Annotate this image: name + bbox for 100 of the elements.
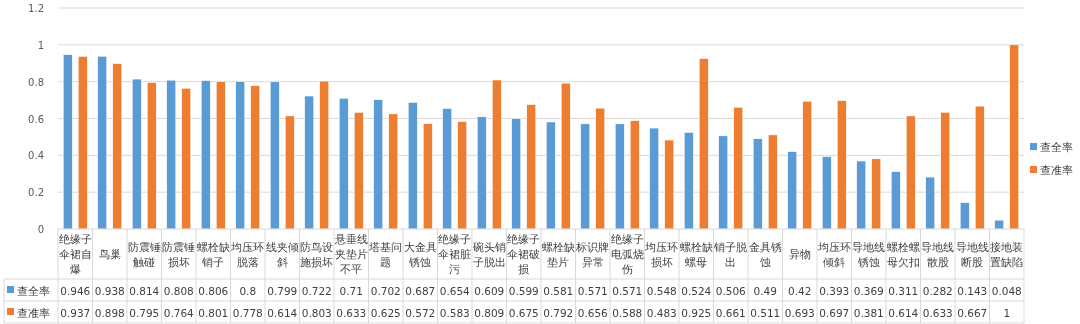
data-label: 0.938 (94, 284, 125, 297)
data-label: 0.925 (681, 306, 712, 319)
bar (216, 81, 226, 230)
data-label: 0.799 (267, 284, 298, 297)
data-label: 0.71 (339, 284, 363, 297)
bar (891, 171, 901, 230)
data-label: 0.803 (301, 306, 332, 319)
data-label: 0.614 (888, 306, 919, 319)
bar (718, 135, 728, 230)
bar (201, 80, 211, 230)
bar (595, 107, 605, 230)
data-label: 0.048 (991, 284, 1022, 297)
data-label: 0.625 (370, 306, 401, 319)
bar (630, 120, 640, 230)
y-tick-label: 0.4 (28, 150, 44, 162)
x-tick-label: 均压环损坏 (644, 240, 679, 268)
bar (270, 81, 280, 230)
x-tick-label: 悬垂线夹垫片不平 (333, 233, 368, 275)
x-tick-label: 螺栓缺垫片 (541, 240, 575, 268)
x-tick-label: 绝缘子电弧烧伤 (610, 233, 644, 275)
y-tick-label: 0.2 (28, 187, 44, 199)
x-tick-label: 螺栓缺销子 (196, 240, 230, 268)
x-tick-label: 大金具锈蚀 (403, 240, 437, 268)
data-label: 0.795 (129, 306, 160, 319)
data-label: 0.806 (198, 284, 229, 297)
data-label: 0.675 (508, 306, 539, 319)
bar (78, 56, 88, 230)
x-tick-label: 螺栓缺螺母 (679, 240, 713, 268)
bar (181, 88, 191, 230)
bar (940, 112, 950, 230)
bar (1009, 44, 1019, 230)
y-tick-label: 0.6 (28, 113, 44, 125)
bar (112, 63, 122, 230)
x-tick-label: 销子脱出 (713, 240, 748, 268)
x-tick-label: 防震锤触碰 (127, 240, 161, 268)
bar (339, 97, 349, 230)
bar (837, 100, 847, 230)
bar (408, 102, 418, 230)
y-tick-label: 0 (37, 224, 44, 235)
bar (457, 121, 467, 230)
bar (856, 160, 866, 230)
data-label: 0.633 (922, 306, 953, 319)
bar (960, 202, 970, 230)
x-tick-label: 线夹倾斜 (265, 240, 299, 268)
x-tick-label: 标识牌异常 (575, 240, 610, 268)
bar (526, 104, 536, 230)
bar (63, 54, 73, 230)
bar (423, 123, 433, 230)
x-tick-label: 绝缘子伞裙脏污 (438, 233, 472, 275)
bar (354, 112, 364, 230)
x-tick-label: 异物 (788, 248, 811, 260)
bar (684, 132, 694, 230)
bar (822, 156, 832, 230)
legend-label: 查全率 (1040, 141, 1073, 154)
x-tick-label: 碗头销子脱出 (472, 240, 506, 268)
bar (802, 101, 812, 230)
bar (733, 107, 743, 230)
data-label: 0.809 (474, 306, 505, 319)
x-tick-label: 接地装置缺陷 (990, 240, 1024, 268)
legend-label: 查准率 (1040, 164, 1073, 177)
bar (388, 113, 398, 230)
data-label: 0.42 (788, 284, 812, 297)
bar (753, 138, 763, 230)
data-label: 0.722 (301, 284, 332, 297)
bar (250, 85, 260, 230)
data-label: 1 (1003, 306, 1011, 319)
bar (285, 115, 295, 230)
x-tick-label: 导地线断股 (955, 240, 989, 268)
data-label: 0.581 (543, 284, 574, 297)
data-label: 0.702 (370, 284, 401, 297)
x-tick-label: 金具锈蚀 (748, 240, 782, 268)
data-label: 0.393 (819, 284, 850, 297)
x-tick-label: 螺栓螺母欠扣 (886, 240, 920, 268)
bar (235, 81, 245, 230)
bar (477, 116, 487, 230)
bar (664, 139, 674, 230)
data-label: 0.633 (336, 306, 367, 319)
bar (166, 79, 176, 230)
data-label: 0.369 (853, 284, 884, 297)
data-label: 0.614 (267, 306, 298, 319)
bar (906, 115, 916, 230)
bar (768, 134, 778, 230)
bar (546, 121, 556, 230)
data-label: 0.778 (232, 306, 263, 319)
bar (699, 58, 709, 230)
bar (994, 219, 1004, 230)
x-tick-label: 塔基问题 (368, 240, 403, 268)
data-label: 0.667 (957, 306, 988, 319)
data-label: 0.143 (957, 284, 988, 297)
y-tick-label: 1 (37, 39, 44, 51)
data-label: 0.654 (439, 284, 471, 297)
data-label: 0.656 (577, 306, 609, 319)
data-label: 0.49 (753, 284, 777, 297)
bar (975, 105, 985, 230)
data-label: 0.506 (715, 284, 747, 297)
bar (373, 99, 383, 230)
text: 查全率 (17, 284, 50, 298)
bar (561, 82, 571, 230)
text: 查准率 (17, 306, 50, 320)
bar (304, 95, 314, 230)
